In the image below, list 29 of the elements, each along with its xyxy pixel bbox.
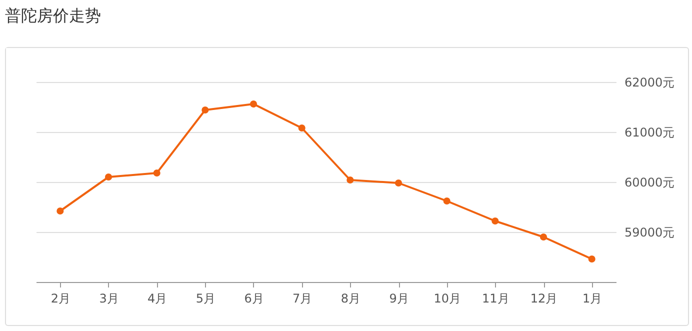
x-tick-label: 8月 xyxy=(340,292,360,306)
x-tick-label: 1月 xyxy=(582,292,602,306)
x-tick-label: 4月 xyxy=(148,292,168,306)
chart-title: 普陀房价走势 xyxy=(5,6,101,27)
point xyxy=(250,100,258,108)
point xyxy=(588,255,596,263)
point xyxy=(153,169,160,177)
y-tick-label: 61000元 xyxy=(624,126,675,140)
x-tick-label: 12月 xyxy=(530,292,558,306)
x-tick-label: 5月 xyxy=(196,292,216,306)
point xyxy=(298,124,306,132)
y-tick-label: 62000元 xyxy=(624,76,675,90)
point xyxy=(443,197,450,205)
x-tick-label: 11月 xyxy=(482,292,510,306)
x-tick-label: 9月 xyxy=(389,292,409,306)
point xyxy=(104,173,112,181)
x-tick-label: 3月 xyxy=(99,292,119,306)
point xyxy=(540,233,548,241)
point xyxy=(394,179,402,187)
x-tick-label: 7月 xyxy=(292,292,312,306)
x-tick-label: 10月 xyxy=(434,292,461,306)
point xyxy=(492,217,499,225)
point xyxy=(56,207,64,215)
y-tick-label: 60000元 xyxy=(624,176,675,190)
x-tick-label: 2月 xyxy=(50,292,70,306)
point xyxy=(202,106,209,114)
x-tick-label: 6月 xyxy=(244,292,264,306)
point xyxy=(346,176,354,184)
y-tick-label: 59000元 xyxy=(624,226,675,240)
